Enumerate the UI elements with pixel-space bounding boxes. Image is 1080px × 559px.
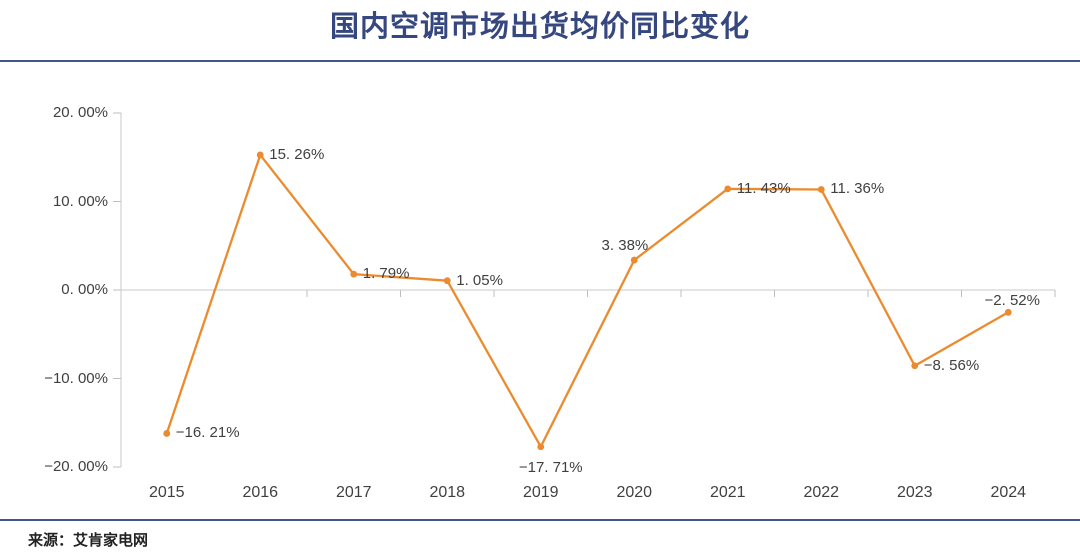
data-label: −2. 52% [984,292,1040,310]
data-point-marker [817,186,825,193]
data-point-marker [724,185,732,193]
y-axis-label: 0. 00% [61,281,108,298]
x-axis-label: 2021 [709,484,746,501]
chart-title: 国内空调市场出货均价同比变化 [329,11,750,43]
data-label: 15. 26% [269,145,325,163]
data-point-marker [1004,308,1012,316]
x-axis-label: 2015 [148,484,185,501]
title-divider [0,60,1080,62]
x-axis-label: 2018 [429,484,466,501]
x-axis-label: 2017 [335,484,372,501]
x-axis-label: 2019 [522,484,559,501]
data-label: −17. 71% [518,458,583,476]
data-label: 11. 36% [830,180,885,198]
x-axis-label: 2024 [990,484,1027,501]
data-point-marker [630,256,638,264]
y-axis-label: 10. 00% [52,192,108,210]
y-axis-label: −20. 00% [44,458,108,475]
data-point-marker [443,277,451,285]
y-axis-label: 20. 00% [52,104,108,121]
data-point-marker [163,430,171,437]
data-point-marker [911,362,919,370]
footer-divider [0,519,1080,521]
series-line [165,153,1010,448]
x-axis-label: 2023 [896,484,933,501]
data-point-marker [350,270,358,278]
data-label: 11. 43% [736,179,791,197]
y-axis-label: −10. 00% [44,369,108,387]
x-axis-label: 2022 [803,484,840,501]
data-label: 1. 79% [362,265,410,283]
data-label: 1. 05% [456,271,503,289]
data-label: 3. 38% [601,237,649,255]
data-point-marker [537,443,545,451]
x-axis-label: 2020 [616,484,653,501]
data-label: −8. 56% [923,356,980,374]
source-caption: 来源：艾肯家电网 [28,532,149,549]
data-label: −16. 21% [175,424,240,442]
data-point-marker [256,151,264,159]
x-axis-label: 2016 [242,484,279,501]
